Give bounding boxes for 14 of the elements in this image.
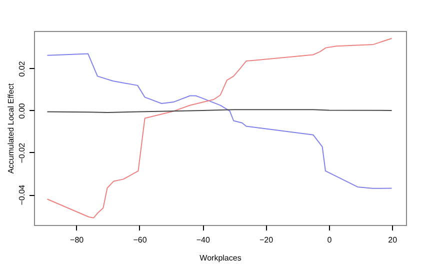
line-series xyxy=(46,38,392,218)
x-tick-label: −80 xyxy=(70,236,84,244)
x-axis-title: Workplaces xyxy=(200,254,242,262)
y-tick-label: 0.02 xyxy=(18,60,26,77)
y-axis-title: Accumulated Local Effect xyxy=(6,82,16,174)
y-tick-label: −0.02 xyxy=(18,142,26,164)
x-tick-label: 20 xyxy=(388,236,398,244)
x-tick-label: −60 xyxy=(133,236,148,244)
x-tick-label: −20 xyxy=(260,236,274,244)
y-tick-label: 0.00 xyxy=(18,102,26,119)
y-tick-label: −0.04 xyxy=(18,184,26,206)
x-tick-label: 0 xyxy=(327,236,332,244)
x-tick-label: −40 xyxy=(196,236,210,244)
line-series xyxy=(46,53,392,189)
